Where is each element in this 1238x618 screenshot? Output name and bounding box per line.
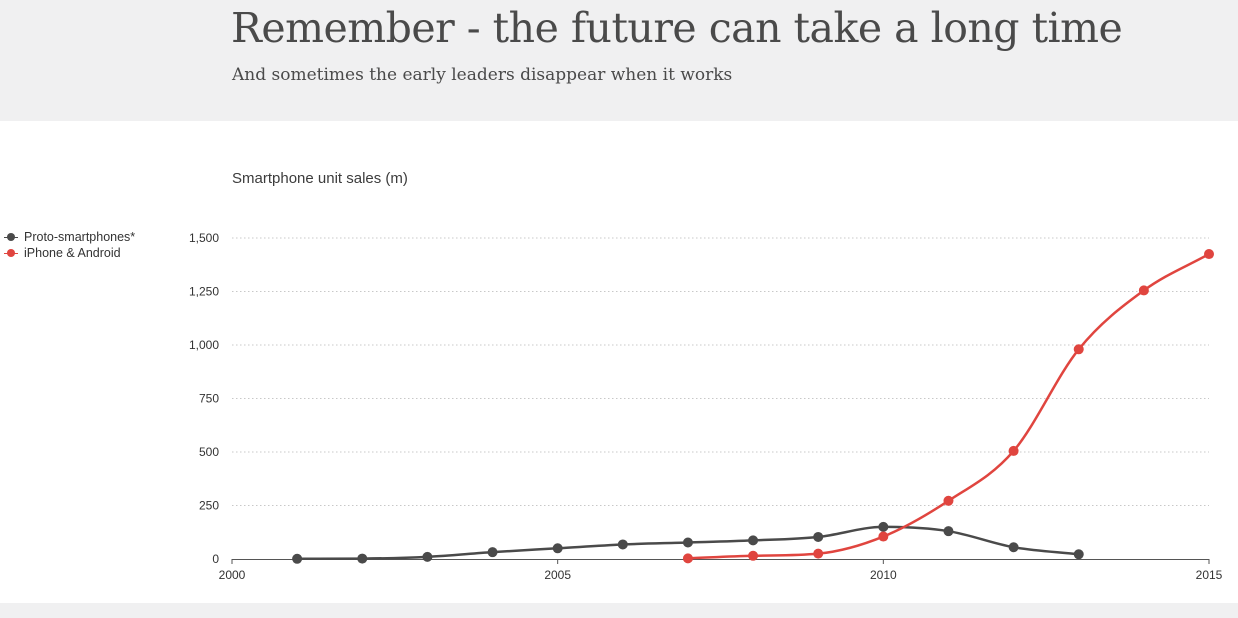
data-point-proto bbox=[1073, 549, 1084, 560]
page-subtitle: And sometimes the early leaders disappea… bbox=[232, 65, 733, 85]
data-point-iphone-android bbox=[1073, 344, 1084, 355]
x-tick-label: 2000 bbox=[219, 568, 246, 582]
y-tick-label: 250 bbox=[199, 499, 219, 513]
legend-marker-proto bbox=[4, 231, 18, 243]
data-point-iphone-android bbox=[682, 553, 693, 564]
y-tick-label: 1,000 bbox=[189, 338, 219, 352]
data-point-iphone-android bbox=[943, 495, 954, 506]
data-point-proto bbox=[487, 547, 498, 558]
x-tick-label: 2005 bbox=[544, 568, 571, 582]
data-point-proto bbox=[878, 521, 889, 532]
chart-legend: Proto-smartphones* iPhone & Android bbox=[4, 229, 135, 261]
data-point-proto bbox=[617, 539, 628, 550]
data-point-proto bbox=[813, 531, 824, 542]
x-tick-label: 2010 bbox=[870, 568, 897, 582]
data-point-proto bbox=[552, 543, 563, 554]
data-point-proto bbox=[748, 535, 759, 546]
line-chart: 0 250 500 750 1,000 1,250 1,500 2000 2005 2010 201… bbox=[189, 231, 1223, 582]
data-point-proto bbox=[422, 551, 433, 562]
footer-band bbox=[0, 603, 1238, 618]
data-point-proto bbox=[682, 537, 693, 548]
data-point-iphone-android bbox=[1138, 285, 1149, 296]
data-point-iphone-android bbox=[748, 550, 759, 561]
legend-item-proto-smartphones: Proto-smartphones* bbox=[4, 229, 135, 245]
y-tick-label: 500 bbox=[199, 445, 219, 459]
chart-title: Smartphone unit sales (m) bbox=[232, 170, 408, 187]
y-tick-label: 0 bbox=[212, 552, 219, 566]
data-point-iphone-android bbox=[1008, 445, 1019, 456]
data-point-iphone-android bbox=[878, 531, 889, 542]
page-title: Remember - the future can take a long ti… bbox=[231, 4, 1123, 52]
series-line-iphone-android bbox=[687, 252, 1210, 560]
data-point-iphone-android bbox=[1204, 249, 1214, 260]
legend-marker-iphone-android bbox=[4, 247, 18, 259]
y-tick-label: 1,500 bbox=[189, 231, 219, 245]
header-band: Remember - the future can take a long ti… bbox=[0, 0, 1238, 121]
data-point-proto bbox=[357, 553, 368, 564]
y-tick-label: 1,250 bbox=[189, 285, 219, 299]
x-tick-label: 2015 bbox=[1196, 568, 1223, 582]
data-point-iphone-android bbox=[813, 548, 824, 559]
data-point-proto bbox=[1008, 542, 1019, 553]
legend-label-iphone-android: iPhone & Android bbox=[24, 246, 121, 260]
legend-item-iphone-android: iPhone & Android bbox=[4, 245, 135, 261]
data-point-proto bbox=[943, 526, 954, 537]
data-point-proto bbox=[292, 553, 303, 564]
y-tick-label: 750 bbox=[199, 392, 219, 406]
legend-label-proto: Proto-smartphones* bbox=[24, 230, 136, 244]
